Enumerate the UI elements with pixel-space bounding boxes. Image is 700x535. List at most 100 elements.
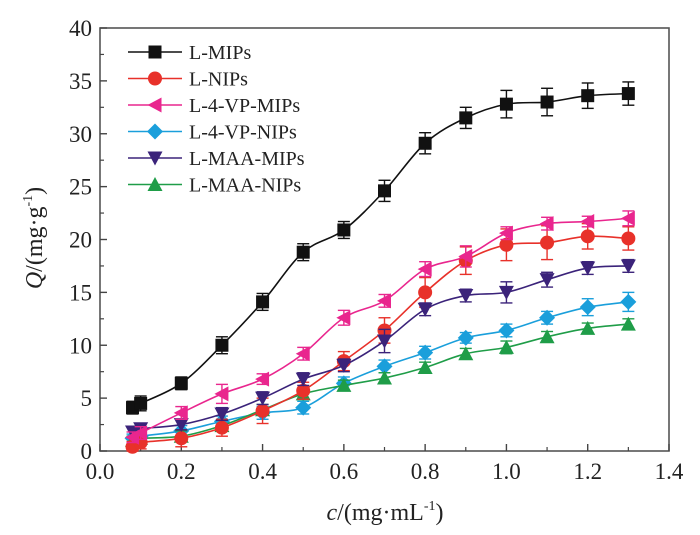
legend-marker <box>147 123 163 140</box>
data-point <box>174 376 188 390</box>
x-tick-label: 1.2 <box>573 459 602 484</box>
data-point <box>458 289 474 304</box>
x-tick-label: 0.8 <box>411 459 440 484</box>
x-axis-title-sup: -1 <box>424 499 436 514</box>
data-point <box>295 346 310 362</box>
data-point <box>581 89 595 103</box>
data-point <box>539 329 555 344</box>
data-point <box>134 396 148 410</box>
y-tick-label: 35 <box>69 69 92 94</box>
series-line <box>132 265 629 433</box>
data-point <box>255 371 270 387</box>
x-tick-label: 1.4 <box>655 459 684 484</box>
data-point <box>214 420 229 435</box>
legend-marker <box>148 71 162 86</box>
x-tick-label: 0.2 <box>167 459 196 484</box>
data-point <box>336 377 352 392</box>
series-l-maa-mips <box>125 258 636 440</box>
data-point <box>418 136 432 150</box>
series-l-4-vp-mips <box>125 210 635 445</box>
data-point <box>459 111 473 125</box>
data-point <box>539 216 554 232</box>
data-point <box>255 391 271 406</box>
y-tick-label: 0 <box>81 439 93 464</box>
y-tick-label: 5 <box>81 386 93 411</box>
data-point <box>295 399 312 416</box>
legend-marker <box>148 45 162 59</box>
x-axis-title: c/(mg·mL-1) <box>327 499 444 526</box>
legend-item: L-MIPs <box>128 42 251 64</box>
data-point <box>417 344 434 361</box>
data-point <box>376 358 393 375</box>
legend-label: L-MIPs <box>189 42 251 64</box>
legend-marker <box>147 151 163 166</box>
data-point <box>377 370 392 385</box>
data-point <box>621 231 636 246</box>
series-line <box>132 235 629 448</box>
data-point <box>580 320 596 335</box>
data-point <box>296 383 311 398</box>
x-tick-label: 1.0 <box>492 459 521 484</box>
legend-marker <box>147 177 163 191</box>
data-point <box>173 418 189 433</box>
data-point <box>539 309 556 326</box>
data-point <box>579 299 596 316</box>
series-l-nips <box>125 222 636 454</box>
y-axis-title-close: ) <box>22 187 48 195</box>
axis-ticks: 0.0 0.2 0.4 0.6 0.8 1.0 1.2 1.4 0 5 10 15 20 25 30 35 40 <box>69 16 684 484</box>
data-point <box>498 339 514 354</box>
data-point <box>418 285 433 300</box>
data-point <box>133 425 148 441</box>
x-axis-title-close: ) <box>435 500 443 526</box>
legend-label: L-4-VP-MIPs <box>189 95 300 117</box>
y-tick-label: 20 <box>69 228 92 253</box>
series-l-mips <box>126 81 635 415</box>
legend-marker <box>147 97 162 113</box>
y-axis-title: Q/(mg·g-1) <box>21 187 48 289</box>
data-point <box>498 285 514 300</box>
data-point <box>174 431 189 446</box>
data-point <box>215 338 229 352</box>
data-point <box>457 329 474 346</box>
y-tick-label: 25 <box>69 175 92 200</box>
data-point <box>337 223 351 237</box>
series-l-4-vp-nips <box>124 291 637 447</box>
y-axis-title-var: Q <box>22 272 48 289</box>
data-point <box>336 310 351 326</box>
data-point <box>539 273 555 288</box>
data-point <box>377 293 391 309</box>
x-axis-title-var: c <box>327 500 338 526</box>
data-point <box>458 346 474 361</box>
y-tick-label: 15 <box>69 280 92 305</box>
data-point <box>417 261 432 277</box>
data-point <box>620 259 636 274</box>
data-point <box>499 97 513 111</box>
data-point <box>620 293 637 310</box>
legend-label: L-MAA-MIPs <box>189 148 305 170</box>
x-tick-label: 0.6 <box>329 459 358 484</box>
x-axis-title-unit: /(mg·mL <box>337 500 424 526</box>
data-point <box>621 87 635 101</box>
data-point <box>295 372 311 387</box>
data-point <box>540 235 555 250</box>
legend-item: L-MAA-MIPs <box>128 148 305 170</box>
data-point <box>377 334 392 349</box>
data-point <box>296 245 310 259</box>
y-axis-title-unit: /(mg·g <box>22 207 48 272</box>
data-point <box>214 407 230 422</box>
y-tick-label: 30 <box>69 122 92 147</box>
data-point <box>417 359 433 374</box>
y-tick-label: 10 <box>69 333 92 358</box>
data-point <box>173 405 188 421</box>
data-point <box>498 225 513 241</box>
legend-item: L-NIPs <box>128 69 248 91</box>
data-point <box>458 248 473 264</box>
legend: L-MIPs L-NIPs L-4-VP-MIPs L-4-VP-NIPs L-MAA-… <box>128 42 305 197</box>
data-point <box>620 316 636 331</box>
y-axis-title-sup: -1 <box>21 195 36 207</box>
data-point <box>417 302 433 317</box>
legend-label: L-4-VP-NIPs <box>189 122 297 144</box>
data-point <box>378 184 391 198</box>
data-point <box>499 237 514 252</box>
x-tick-label: 0.4 <box>248 459 277 484</box>
